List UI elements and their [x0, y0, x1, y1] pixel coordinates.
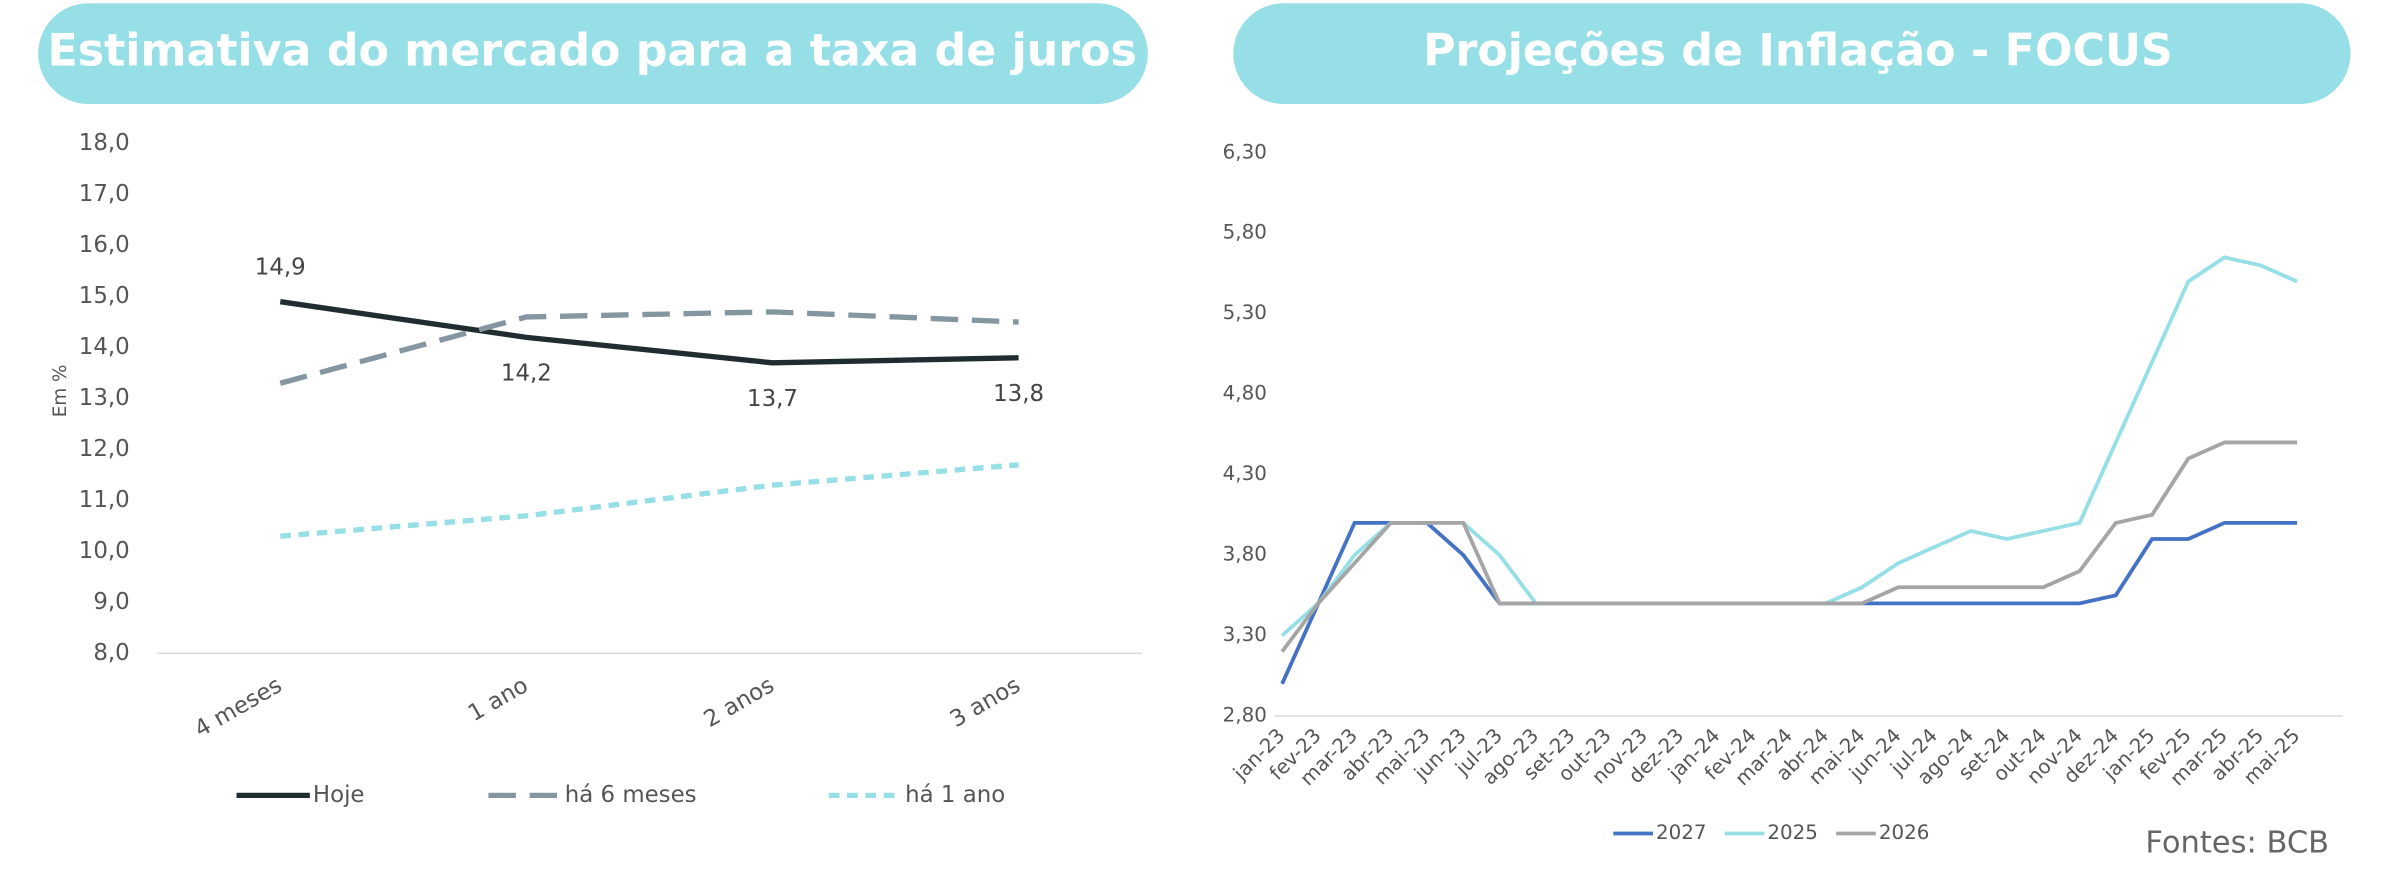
y-tick-label: 17,0 [79, 181, 130, 207]
x-tick-label: 4 meses [190, 672, 286, 743]
data-label: 13,7 [747, 386, 798, 412]
series-line [1280, 440, 2298, 653]
header-pill [38, 3, 1148, 104]
series-line [279, 309, 1019, 386]
y-tick-label: 5,80 [1223, 221, 1267, 244]
y-tick-label: 5,30 [1223, 301, 1267, 324]
y-tick-label: 11,0 [79, 487, 130, 513]
data-label: 14,2 [501, 360, 552, 386]
legend-label: há 6 meses [565, 782, 697, 808]
y-tick-label: 4,30 [1223, 462, 1267, 485]
x-tick-label: 2 anos [700, 672, 779, 733]
y-tick-label: 15,0 [79, 283, 130, 309]
legend-label: 2027 [1656, 821, 1706, 844]
chart-title: Estimativa do mercado para a taxa de jur… [48, 26, 1137, 77]
legend-label: 2026 [1879, 821, 1929, 844]
y-tick-label: 8,0 [93, 640, 129, 666]
series-line [1280, 255, 2298, 637]
series-line [280, 462, 1019, 539]
x-tick-label: 3 anos [946, 672, 1025, 733]
header-pill [1233, 3, 2351, 104]
y-tick-label: 10,0 [79, 538, 130, 564]
y-axis-label: Em % [50, 365, 71, 418]
y-tick-label: 12,0 [79, 436, 130, 462]
data-label: 13,8 [993, 381, 1044, 407]
y-tick-label: 16,0 [79, 232, 130, 258]
series-line [279, 299, 1019, 366]
y-tick-label: 6,30 [1223, 140, 1267, 163]
data-label: 14,9 [255, 255, 306, 281]
y-tick-label: 9,0 [93, 589, 129, 615]
y-tick-label: 2,80 [1223, 703, 1267, 726]
source-note: Fontes: BCB [2145, 826, 2329, 861]
y-tick-label: 18,0 [79, 130, 130, 156]
y-tick-label: 3,30 [1223, 623, 1267, 646]
x-tick-label: 1 ano [464, 672, 533, 727]
y-tick-label: 4,80 [1223, 382, 1267, 405]
y-tick-label: 3,80 [1223, 543, 1267, 566]
legend-label: 2025 [1767, 821, 1817, 844]
chart-title: Projeções de Inflação - FOCUS [1423, 26, 2173, 77]
y-tick-label: 13,0 [79, 385, 130, 411]
legend-label: há 1 ano [905, 782, 1005, 808]
legend-label: Hoje [313, 782, 365, 808]
y-tick-label: 14,0 [79, 334, 130, 360]
